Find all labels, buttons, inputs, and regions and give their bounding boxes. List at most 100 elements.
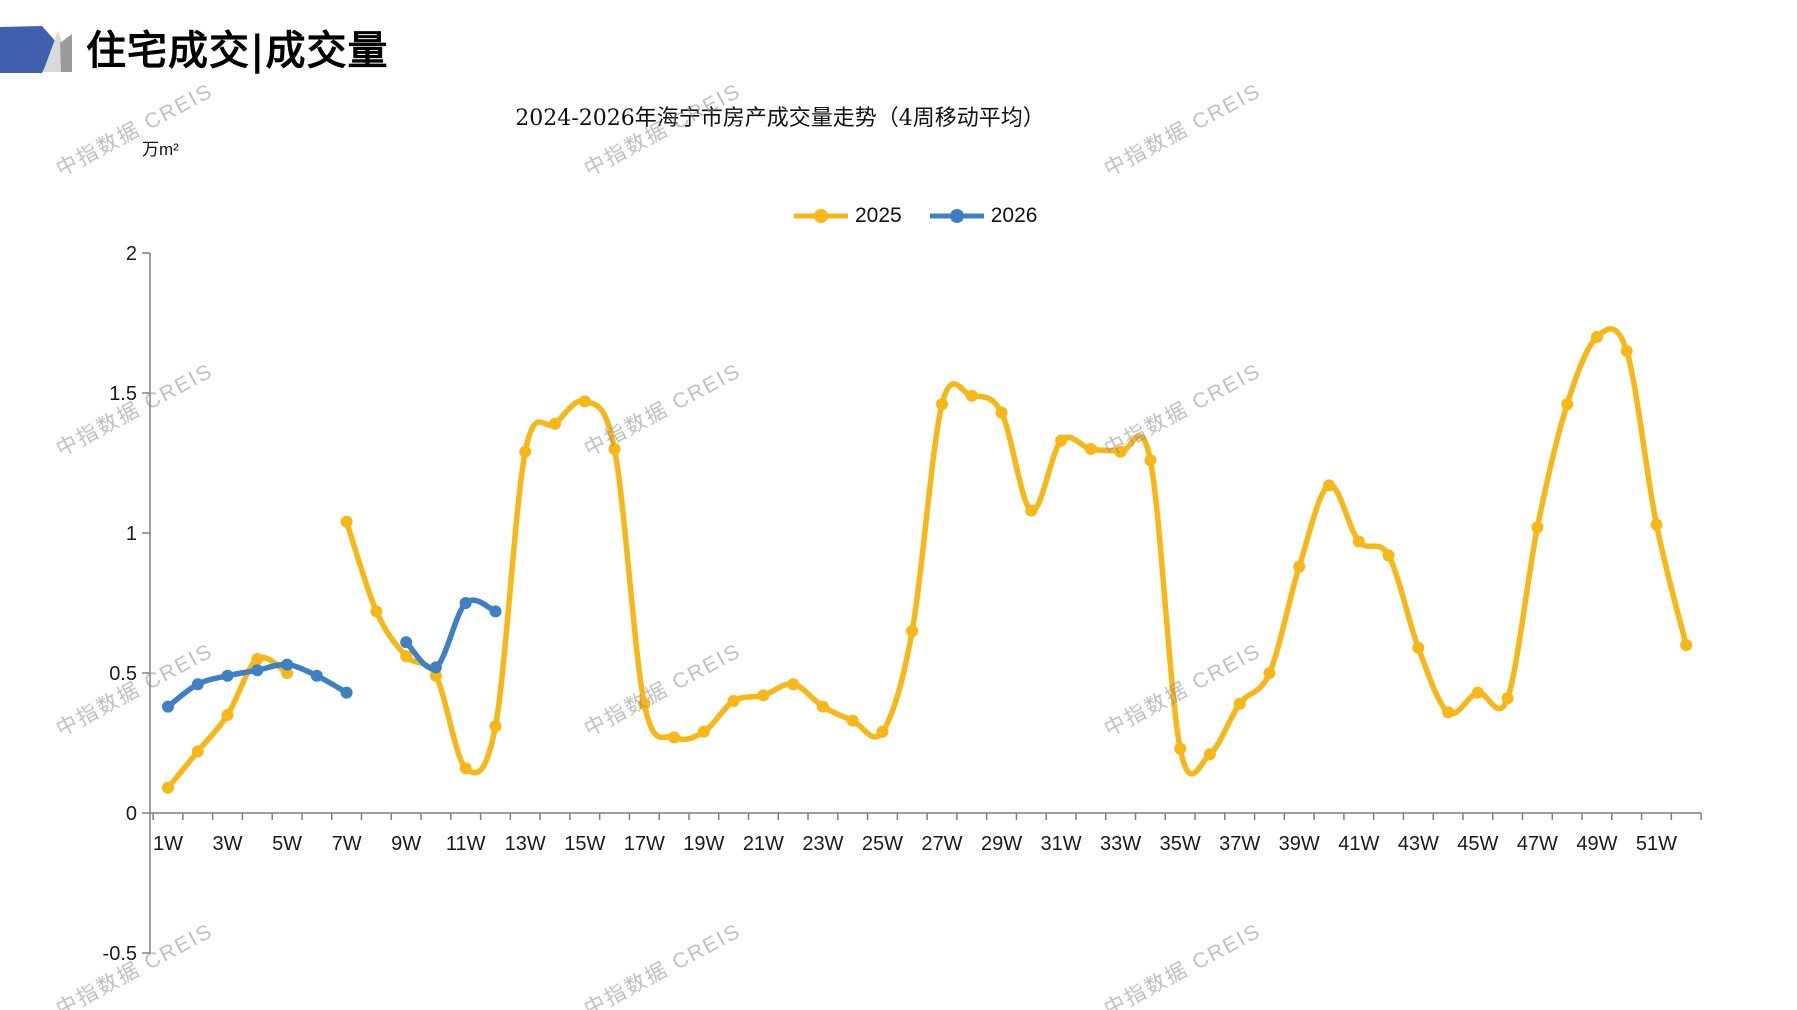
- x-tick-label: 37W: [1219, 833, 1260, 855]
- y-tick-label: -0.5: [103, 943, 137, 965]
- data-point: [549, 417, 561, 430]
- data-point: [221, 669, 234, 682]
- x-tick-label: 31W: [1041, 833, 1082, 855]
- x-tick-label: 11W: [446, 833, 486, 855]
- x-tick-label: 33W: [1100, 833, 1141, 855]
- x-tick-label: 35W: [1160, 833, 1201, 855]
- data-point: [459, 597, 472, 609]
- series-2026: [162, 597, 502, 713]
- data-point: [1323, 479, 1335, 492]
- data-point: [995, 406, 1008, 419]
- x-tick-label: 9W: [391, 833, 421, 855]
- data-point: [846, 714, 859, 727]
- x-tick-label: 1W: [153, 833, 183, 855]
- data-point: [608, 443, 621, 455]
- data-point: [1114, 445, 1127, 458]
- chart-title: 2024-2026年海宁市房产成交量走势（4周移动平均）: [515, 106, 1045, 131]
- x-tick-label: 19W: [683, 833, 724, 855]
- data-point: [519, 445, 532, 458]
- x-tick-label: 21W: [743, 833, 784, 855]
- data-point: [1025, 504, 1038, 517]
- data-point: [340, 515, 353, 528]
- x-tick-label: 27W: [921, 833, 962, 855]
- y-tick-label: 0: [126, 803, 137, 825]
- y-tick-label: 1: [126, 523, 137, 545]
- x-tick-label: 49W: [1576, 833, 1617, 855]
- data-point: [340, 686, 353, 699]
- data-point: [1203, 748, 1216, 761]
- data-point: [251, 653, 264, 665]
- creis-logo-icon: [0, 26, 72, 73]
- x-tick-label: 29W: [981, 833, 1022, 855]
- data-point: [489, 720, 502, 733]
- data-point: [638, 697, 651, 710]
- data-point: [1650, 518, 1663, 531]
- x-axis: 1W 3W 5W 7W 9W 11W 13W 15W 17W 19W 21W 23W 25W 27W 29W…: [150, 812, 1702, 855]
- data-point: [370, 605, 383, 618]
- legend-item-2026: 2026: [928, 204, 1038, 228]
- x-tick-label: 17W: [624, 833, 665, 855]
- y-axis-unit-label: 万m²: [142, 140, 179, 159]
- chart-legend: 2025 2026: [792, 204, 1037, 228]
- data-point: [936, 398, 948, 411]
- y-axis: 2 1.5 1 0.5 0 -0.5: [103, 243, 151, 965]
- data-point: [251, 664, 264, 677]
- x-tick-label: 25W: [862, 833, 903, 855]
- legend-marker-icon: [929, 209, 984, 223]
- x-tick-label: 51W: [1636, 833, 1677, 855]
- data-point: [1531, 521, 1544, 534]
- y-tick-label: 1.5: [109, 383, 137, 405]
- data-point: [876, 725, 889, 738]
- data-point: [1352, 535, 1365, 548]
- data-point: [727, 695, 740, 707]
- data-point: [1590, 331, 1603, 343]
- x-tick-label: 47W: [1517, 833, 1558, 855]
- legend-marker-icon: [794, 209, 848, 223]
- legend-item-2025: 2025: [792, 204, 902, 228]
- page-title: 住宅成交|成交量: [86, 27, 389, 74]
- data-point: [965, 389, 978, 402]
- data-point: [1680, 639, 1693, 651]
- x-tick-label: 23W: [802, 833, 843, 855]
- x-tick-label: 7W: [332, 833, 362, 855]
- data-point: [906, 625, 919, 637]
- data-point: [1382, 549, 1395, 562]
- data-point: [281, 667, 294, 679]
- data-point: [1233, 697, 1246, 710]
- data-point: [1144, 454, 1157, 467]
- data-point: [1501, 692, 1514, 705]
- data-point: [221, 709, 234, 721]
- series-line: [403, 597, 499, 672]
- data-point: [429, 669, 442, 682]
- legend-label: 2026: [990, 204, 1038, 227]
- data-point: [1442, 706, 1455, 719]
- x-tick-label: 43W: [1398, 833, 1439, 855]
- data-point: [578, 395, 591, 408]
- x-tick-label: 15W: [564, 833, 605, 855]
- series-line: [343, 326, 1689, 777]
- data-point: [787, 678, 800, 691]
- data-point: [191, 745, 204, 758]
- data-point: [310, 669, 323, 682]
- data-point: [281, 658, 294, 671]
- data-point: [1620, 345, 1633, 357]
- data-point: [1084, 443, 1097, 455]
- data-point: [459, 762, 472, 775]
- y-tick-label: 0.5: [109, 663, 137, 685]
- data-point: [1174, 742, 1187, 755]
- x-tick-label: 45W: [1457, 833, 1498, 855]
- x-tick-label: 13W: [505, 833, 546, 855]
- series-2025: [162, 326, 1693, 794]
- data-point: [489, 605, 502, 618]
- data-point: [757, 689, 770, 702]
- data-point: [162, 700, 174, 713]
- data-point: [400, 650, 413, 663]
- data-point: [1561, 398, 1574, 411]
- x-tick-label: 39W: [1279, 833, 1320, 855]
- logo-gray-shape: [60, 34, 72, 72]
- data-point: [191, 678, 204, 691]
- y-tick-label: 2: [126, 243, 137, 265]
- x-tick-label: 3W: [213, 833, 243, 855]
